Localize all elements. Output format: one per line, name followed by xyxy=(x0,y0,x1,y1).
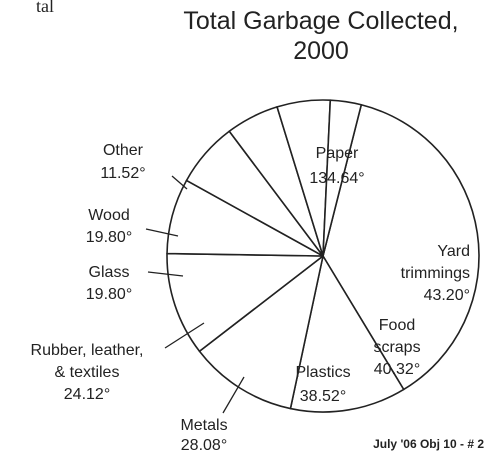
chart-title-line: 2000 xyxy=(293,37,349,65)
slice-label-line: Rubber, leather, xyxy=(31,342,144,359)
pie-slices xyxy=(166,99,480,413)
slice-label: Food scraps 40.32° xyxy=(373,317,420,378)
chart-title-line: Total Garbage Collected, xyxy=(183,7,458,35)
slice-label: Rubber, leather, & textiles 24.12° xyxy=(31,342,144,403)
pie-slice-other xyxy=(322,99,363,257)
chart-title: Total Garbage Collected,2000 xyxy=(183,7,458,65)
slice-label-line: 19.80° xyxy=(86,229,132,246)
footer-note: July '06 Obj 10 - # 2 xyxy=(373,437,484,451)
slice-label-line: 38.52° xyxy=(300,388,346,405)
slice-label-line: Glass xyxy=(89,264,130,281)
slice-label-line: Plastics xyxy=(295,364,350,381)
leader-lines xyxy=(145,175,245,414)
slice-label-line: 24.12° xyxy=(64,386,110,403)
slice-label: Plastics 38.52° xyxy=(295,364,350,405)
slice-label-line: Food xyxy=(379,317,415,334)
cut-off-text-fragment: tal xyxy=(36,0,54,16)
slice-label: Yard trimmings 43.20° xyxy=(401,243,470,304)
pie-slice-food-scraps xyxy=(198,255,324,410)
leader-line xyxy=(145,228,179,237)
slice-label-line: & textiles xyxy=(55,364,120,381)
slice-label-line: Other xyxy=(103,142,144,159)
slice-label-line: Metals xyxy=(180,417,227,434)
leader-line xyxy=(171,175,188,190)
leader-line xyxy=(222,376,245,414)
slice-label-line: Paper xyxy=(316,145,359,162)
slice-label: Metals 28.08° xyxy=(180,417,227,454)
slice-label-line: 43.20° xyxy=(424,287,470,304)
slice-labels: Paper 134.64° Yard trimmings 43.20° Food scrap… xyxy=(31,142,470,454)
slice-label-line: 28.08° xyxy=(181,437,227,454)
slice-label-line: 134.64° xyxy=(309,170,364,187)
slice-label-line: 11.52° xyxy=(100,165,145,182)
slice-label: Paper 134.64° xyxy=(309,145,364,187)
pie-slice-paper xyxy=(322,103,480,391)
slice-label-line: Wood xyxy=(88,207,130,224)
slice-label-line: trimmings xyxy=(401,265,470,282)
slice-label-line: 40.32° xyxy=(374,361,420,378)
slice-label-line: scraps xyxy=(373,339,420,356)
slice-label-line: 19.80° xyxy=(86,286,132,303)
slice-label: Wood 19.80° xyxy=(86,207,132,246)
pie-slice-plastics xyxy=(166,252,324,353)
slice-label: Glass 19.80° xyxy=(86,264,132,303)
leader-line xyxy=(164,322,205,349)
leader-line xyxy=(147,271,184,277)
slice-label-line: Yard xyxy=(437,243,470,260)
slice-label: Other 11.52° xyxy=(100,142,145,182)
pie-slice-yard-trimmings xyxy=(289,255,405,413)
